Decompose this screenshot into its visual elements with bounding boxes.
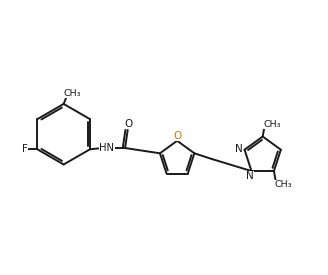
Text: O: O — [174, 131, 182, 141]
Text: N: N — [235, 144, 242, 154]
Text: F: F — [22, 144, 28, 154]
Text: CH₃: CH₃ — [263, 120, 281, 128]
Text: N: N — [246, 171, 254, 181]
Text: O: O — [124, 119, 133, 129]
Text: CH₃: CH₃ — [63, 89, 81, 98]
Text: HN: HN — [99, 143, 114, 153]
Text: CH₃: CH₃ — [275, 180, 292, 189]
